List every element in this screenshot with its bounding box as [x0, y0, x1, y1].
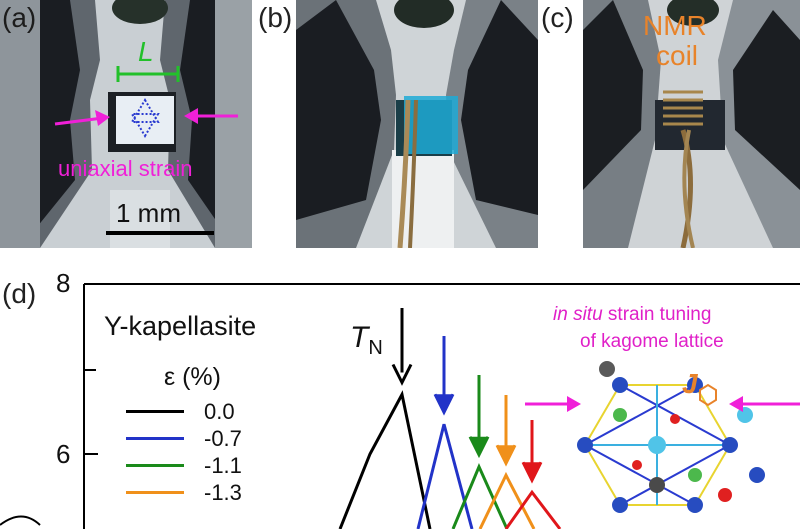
tn-arrow-head-2: [468, 436, 490, 459]
legend-label: -1.3: [204, 479, 242, 505]
tn-label-main: T: [350, 321, 369, 354]
legend-swatch: [126, 464, 184, 467]
inset-strain-arrow-right-head: [729, 396, 743, 412]
strain-cell-photo-c: [583, 0, 800, 248]
panel-label-d: (d): [2, 278, 37, 309]
tn-arrow-head-3: [495, 444, 517, 467]
chart-panel-d: [0, 283, 800, 529]
tn-arrow-layer: [391, 308, 543, 484]
legend-entry: 0.0: [126, 398, 286, 425]
panel-a-annotations: [54, 66, 238, 235]
tn-arrow-head-1: [433, 393, 455, 416]
partial-circle-marker: [0, 515, 41, 526]
inset-title-line1: in situ strain tuning: [553, 305, 711, 324]
chart-series-layer: [338, 390, 562, 529]
series-line-3: [478, 471, 536, 529]
series-line-1: [416, 423, 474, 529]
inset-title-italic: in situ: [553, 304, 603, 325]
panel-label-c: (c): [541, 2, 574, 33]
legend-swatch: [126, 410, 184, 413]
tn-label-sub: N: [368, 337, 383, 359]
legend-entry: -1.1: [126, 452, 286, 479]
hexagon-icon: [699, 383, 717, 407]
inset-strain-arrow-left-head: [567, 396, 581, 412]
series-line-2: [451, 462, 509, 529]
chart-legend: 0.0 -0.7 -1.1 -1.3: [126, 398, 286, 506]
exchange-coupling-label: J: [682, 368, 698, 399]
inset-title-rest: strain tuning: [602, 304, 712, 325]
legend-entry: -1.3: [126, 479, 286, 506]
strain-arrow-right-head: [184, 108, 198, 124]
legend-label: 0.0: [204, 398, 235, 424]
strain-cell-photo-a: [0, 0, 252, 248]
strain-arrow-left-shaft: [54, 116, 104, 126]
nmr-coil-label-line1: NMR: [643, 10, 707, 41]
legend-entry: -0.7: [126, 425, 286, 452]
legend-swatch: [126, 491, 184, 494]
legend-title: ε (%): [164, 363, 221, 391]
photo-panel-c: [583, 0, 800, 248]
legend-label: -0.7: [204, 425, 242, 451]
lattice-atoms: [577, 361, 765, 513]
legend-label: -1.1: [204, 452, 242, 478]
y-tick-label-8: 8: [56, 268, 71, 298]
kagome-lattice-inset: [525, 361, 800, 513]
uniaxial-strain-label: uniaxial strain: [58, 156, 193, 181]
nmr-coil-label-line2: coil: [656, 40, 699, 71]
legend-swatch: [126, 437, 184, 440]
series-line-4: [504, 489, 562, 529]
photo-panel-b: [296, 0, 538, 248]
y-tick-label-6: 6: [56, 439, 71, 469]
inset-title-line2: of kagome lattice: [580, 331, 724, 352]
length-label: L: [138, 36, 154, 67]
tn-arrow-head-4: [521, 461, 543, 484]
panel-label-b: (b): [258, 2, 293, 33]
photo-panel-a: [0, 0, 252, 248]
scale-bar-label: 1 mm: [116, 198, 181, 228]
series-line-0: [338, 390, 432, 529]
tn-label: TN: [350, 321, 383, 359]
panel-label-a: (a): [2, 2, 37, 33]
material-label: Y-kapellasite: [104, 311, 257, 341]
tn-arrow-head-0: [391, 363, 413, 386]
strain-cell-photo-b: [296, 0, 538, 248]
strain-arrow-left-head: [95, 110, 110, 126]
